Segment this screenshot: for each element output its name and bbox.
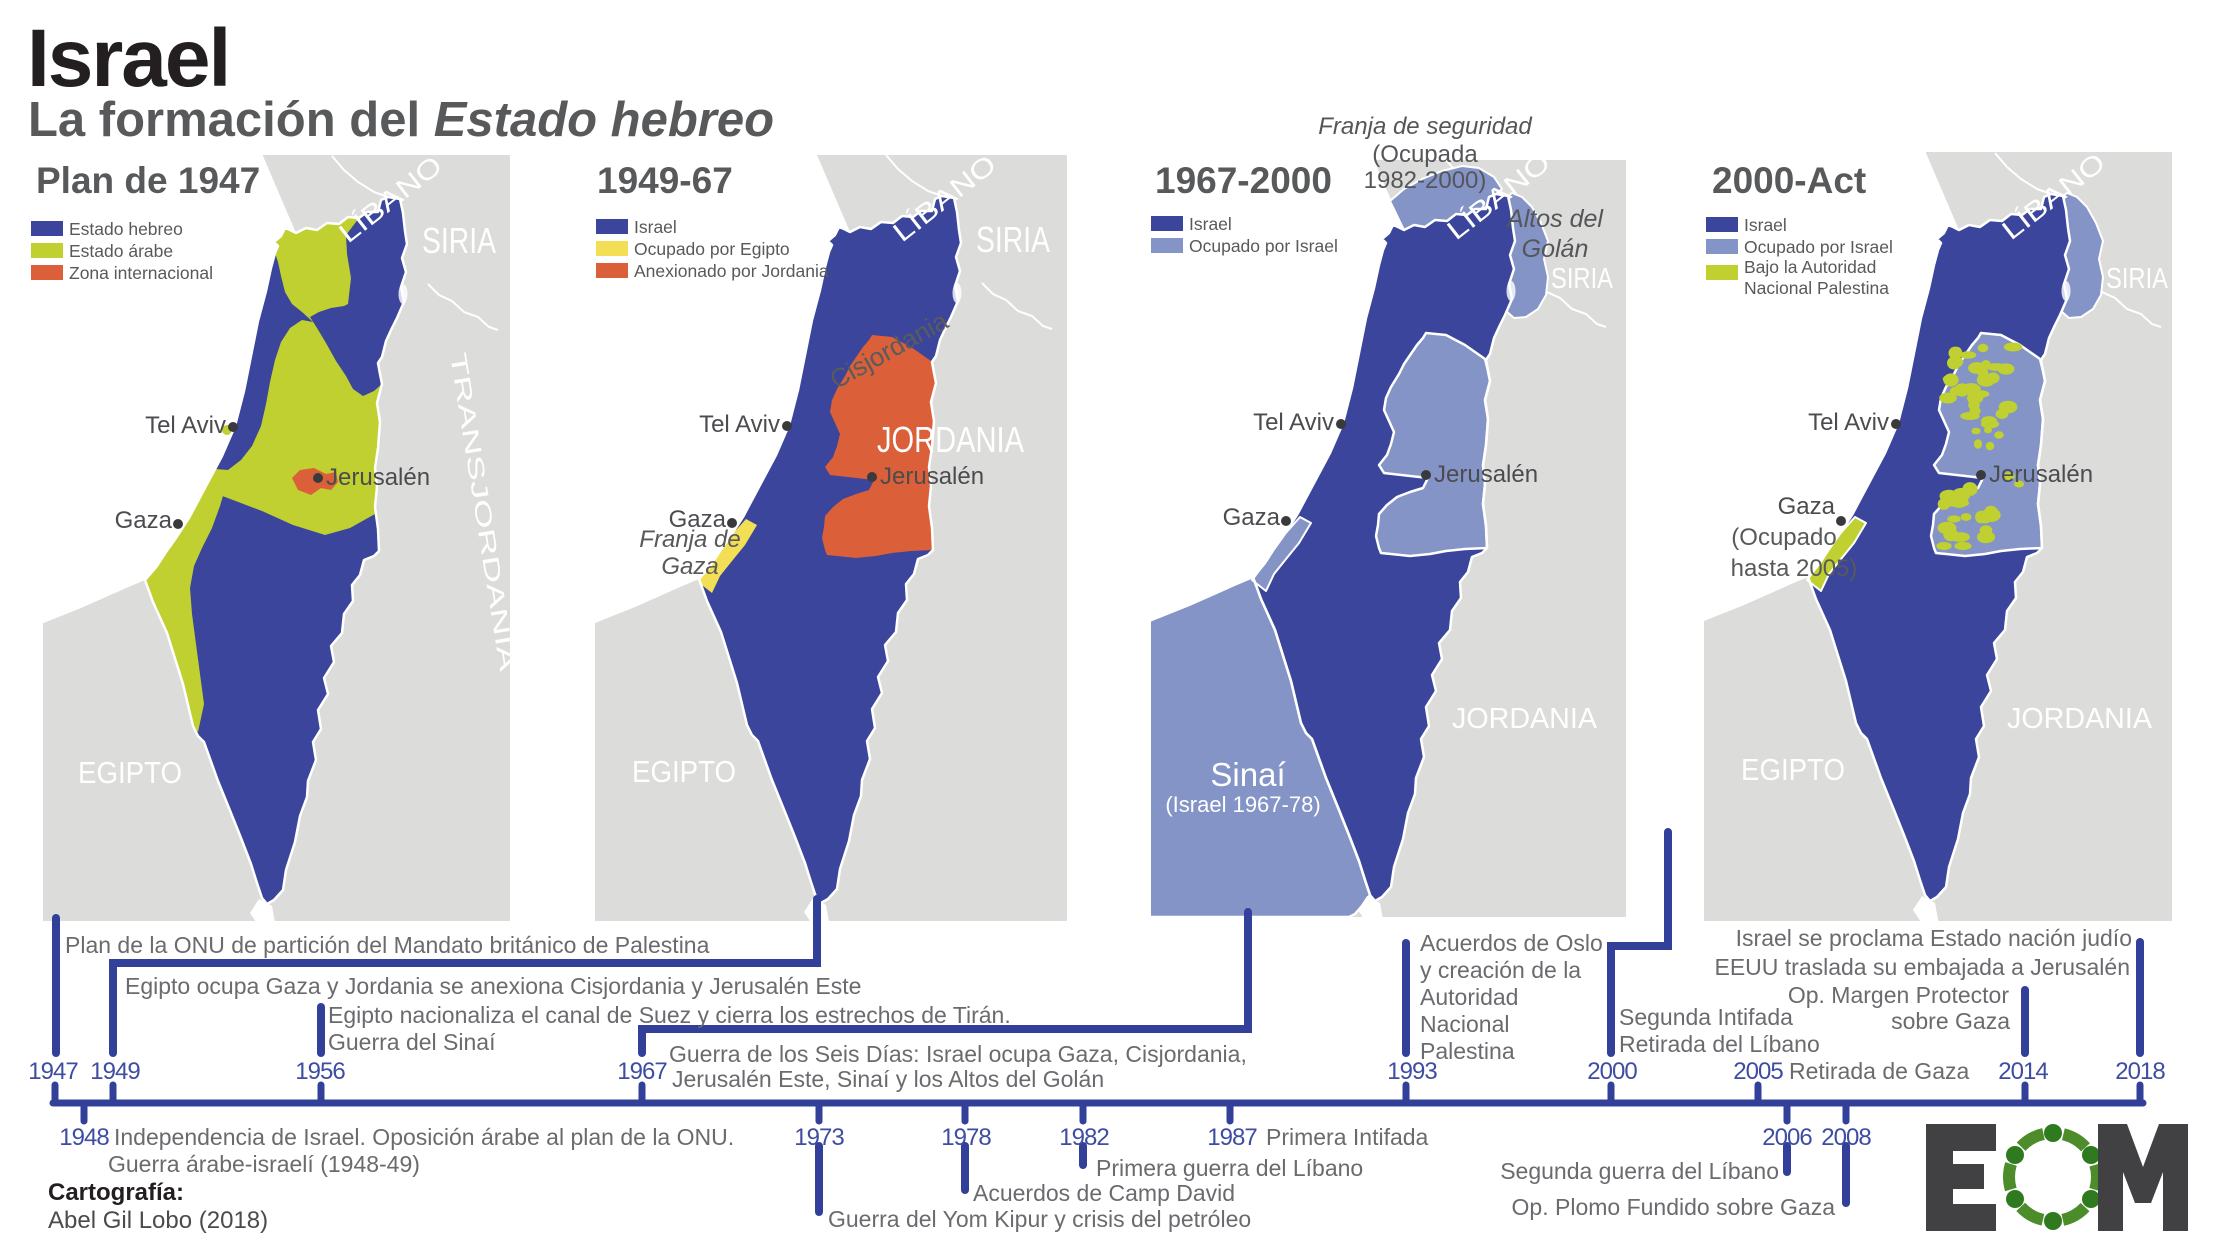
svg-text:SIRIA: SIRIA [976,219,1050,260]
svg-text:JORDANIA: JORDANIA [2007,703,2153,735]
svg-text:JORDANIA: JORDANIA [877,419,1024,460]
svg-text:SIRIA: SIRIA [422,220,496,261]
svg-text:EGIPTO: EGIPTO [632,754,736,789]
svg-text:JORDANIA: JORDANIA [1452,703,1598,735]
svg-text:(Israel 1967-78): (Israel 1967-78) [1165,792,1320,817]
svg-text:SIRIA: SIRIA [1551,263,1614,295]
svg-text:SIRIA: SIRIA [2106,263,2169,295]
svg-text:Sinaí: Sinaí [1210,756,1285,793]
svg-text:EGIPTO: EGIPTO [78,755,182,790]
svg-text:EGIPTO: EGIPTO [1741,752,1845,787]
